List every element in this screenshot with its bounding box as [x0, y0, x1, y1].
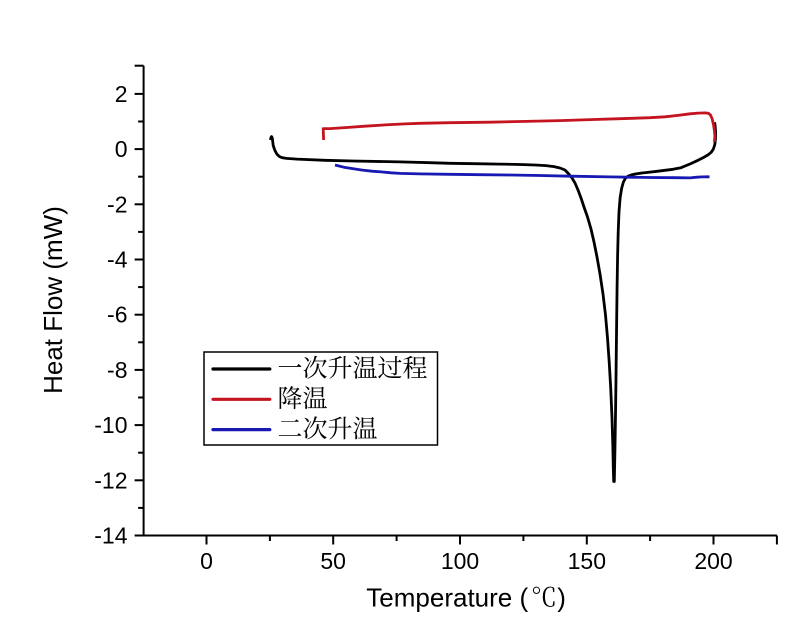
svg-text:-2: -2 [107, 191, 127, 217]
svg-text:100: 100 [441, 548, 479, 574]
svg-text:150: 150 [568, 548, 606, 574]
svg-text:50: 50 [320, 548, 346, 574]
svg-text:-6: -6 [107, 302, 127, 328]
svg-text:2: 2 [115, 81, 128, 107]
svg-text:200: 200 [694, 548, 732, 574]
svg-text:-4: -4 [107, 247, 128, 273]
svg-text:-8: -8 [107, 357, 127, 383]
svg-text:0: 0 [200, 548, 213, 574]
svg-text:-10: -10 [94, 412, 127, 438]
svg-text:-12: -12 [94, 467, 127, 493]
svg-text:): ) [557, 583, 566, 613]
svg-text:Temperature (: Temperature ( [366, 583, 528, 613]
svg-text:-14: -14 [94, 523, 127, 549]
svg-text:0: 0 [115, 136, 128, 162]
svg-text:Heat Flow (mW): Heat Flow (mW) [38, 206, 68, 394]
